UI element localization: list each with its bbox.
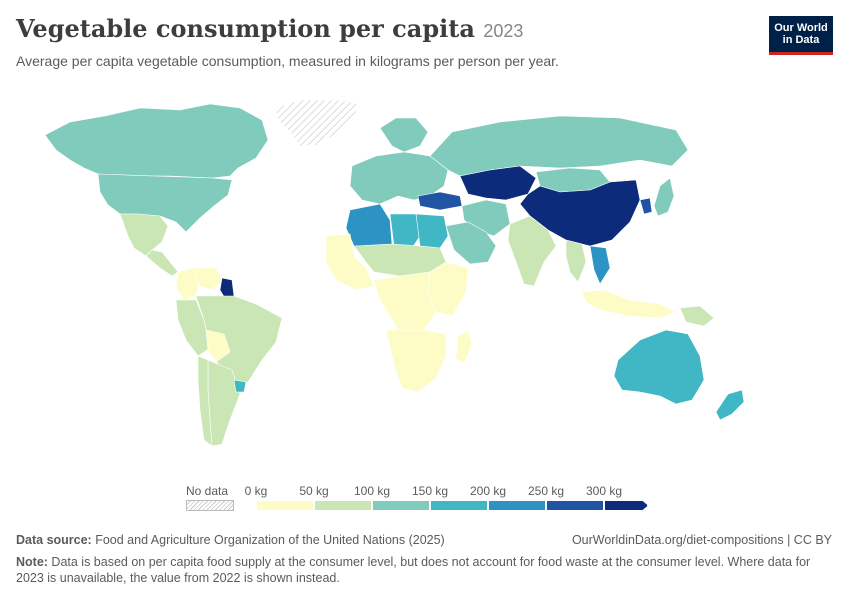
region-indonesia[interactable] <box>581 289 677 319</box>
legend-label-6: 300 kg <box>585 484 623 498</box>
legend-no-data-label: No data <box>186 484 229 498</box>
region-chile[interactable] <box>197 355 213 447</box>
region-bolivia[interactable] <box>205 329 231 363</box>
region-uruguay[interactable] <box>233 379 247 393</box>
chart-note: Note: Data is based on per capita food s… <box>16 554 831 586</box>
region-papua[interactable] <box>679 305 715 327</box>
region-central-america[interactable] <box>145 249 179 277</box>
note-prefix: Note: <box>16 555 48 569</box>
legend-swatch-6[interactable] <box>604 500 648 511</box>
region-peru[interactable] <box>175 299 211 357</box>
chart-title: Vegetable consumption per capita <box>16 14 475 43</box>
legend-label-2: 100 kg <box>353 484 391 498</box>
data-source: Data source: Food and Agriculture Organi… <box>16 533 445 547</box>
region-greenland[interactable] <box>274 99 361 147</box>
legend-label-5: 250 kg <box>527 484 565 498</box>
region-new-zealand[interactable] <box>715 389 745 421</box>
legend-swatch-3[interactable] <box>430 500 488 511</box>
legend-swatch-4[interactable] <box>488 500 546 511</box>
legend-label-1: 50 kg <box>299 484 329 498</box>
legend-swatch-1[interactable] <box>314 500 372 511</box>
region-southeast-asia[interactable] <box>565 239 587 283</box>
region-venezuela[interactable] <box>193 267 223 291</box>
region-algeria[interactable] <box>345 203 393 251</box>
legend-label-3: 150 kg <box>411 484 449 498</box>
region-west-africa[interactable] <box>325 233 375 291</box>
legend-label-4: 200 kg <box>469 484 507 498</box>
logo-line-1: Our World <box>774 22 828 34</box>
note-text: Data is based on per capita food supply … <box>16 555 811 585</box>
chart-subtitle: Average per capita vegetable consumption… <box>16 53 559 69</box>
region-libya[interactable] <box>389 213 421 249</box>
legend-swatch-2[interactable] <box>372 500 430 511</box>
world-map <box>44 99 745 447</box>
region-southern-africa[interactable] <box>385 329 447 393</box>
legend-no-data-swatch[interactable] <box>186 500 234 511</box>
source-prefix: Data source: <box>16 533 92 547</box>
chart-year: 2023 <box>483 21 524 41</box>
region-vietnam[interactable] <box>589 245 611 285</box>
region-mexico[interactable] <box>119 213 169 257</box>
region-korea[interactable] <box>639 197 653 215</box>
map-legend: No data 0 kg 50 kg 100 kg 150 kg 200 kg 250 k… <box>0 478 850 518</box>
region-australia[interactable] <box>613 329 705 405</box>
region-madagascar[interactable] <box>455 329 473 365</box>
legend-label-0: 0 kg <box>244 484 268 498</box>
source-url[interactable]: OurWorldinData.org/diet-compositions | C… <box>571 533 832 547</box>
owid-logo[interactable]: Our World in Data <box>769 16 833 55</box>
region-india[interactable] <box>507 215 557 287</box>
region-saudi-arabia[interactable] <box>445 221 497 265</box>
region-turkey[interactable] <box>417 191 463 211</box>
logo-line-2: in Data <box>782 34 820 46</box>
chart-title-row: Vegetable consumption per capita 2023 <box>16 14 523 43</box>
region-usa[interactable] <box>97 173 233 233</box>
legend-swatch-5[interactable] <box>546 500 604 511</box>
region-japan[interactable] <box>653 177 675 217</box>
region-egypt[interactable] <box>415 213 449 249</box>
legend-swatch-0[interactable] <box>256 500 314 511</box>
region-scandinavia[interactable] <box>379 117 429 153</box>
region-canada[interactable] <box>44 103 269 179</box>
region-central-africa[interactable] <box>373 271 437 333</box>
region-russia[interactable] <box>429 115 689 177</box>
source-text[interactable]: Food and Agriculture Organization of the… <box>91 533 445 547</box>
